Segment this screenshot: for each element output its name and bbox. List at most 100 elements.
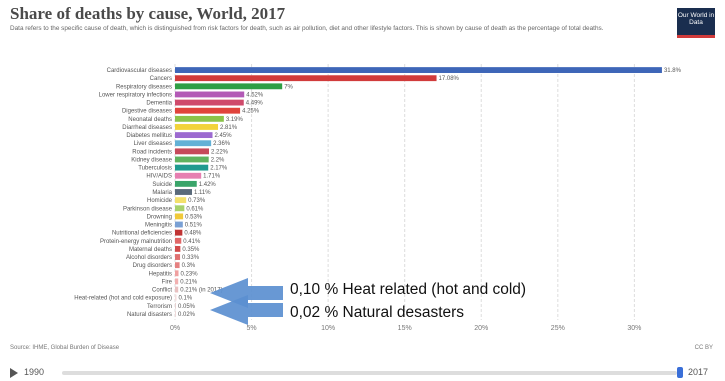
category-label: Nutritional deficiencies [112, 231, 172, 237]
category-label: Tuberculosis [138, 166, 172, 172]
x-tick-label: 20% [474, 325, 488, 332]
value-label: 4.49% [246, 101, 264, 107]
value-label: 0.53% [185, 214, 203, 220]
category-label: Fire [162, 279, 173, 285]
bar [175, 229, 183, 236]
bar [175, 115, 224, 122]
x-tick-label: 30% [627, 325, 641, 332]
value-label: 2.17% [210, 166, 228, 172]
value-label: 0.21% (in 2017) [180, 288, 222, 294]
value-label: 31.8% [664, 68, 682, 74]
value-label: 17.08% [439, 76, 460, 82]
timeline: 1990 2017 [0, 364, 725, 381]
timeline-end-year: 2017 [688, 367, 709, 377]
bar [175, 172, 202, 179]
bar [175, 132, 213, 139]
value-label: 2.2% [211, 157, 225, 163]
natural-callout: 0,02 % Natural desasters [290, 304, 465, 321]
category-label: Cardiovascular diseases [107, 68, 172, 74]
value-label: 2.45% [215, 133, 233, 139]
value-label: 0.51% [185, 223, 203, 229]
category-label: Terrorism [147, 304, 172, 310]
play-icon[interactable] [10, 368, 18, 378]
value-label: 1.11% [194, 190, 211, 196]
category-label: Hepatitis [149, 271, 172, 277]
callout-arrows [210, 278, 283, 325]
license-note[interactable]: CC BY [694, 345, 713, 351]
bar [175, 67, 662, 73]
value-label: 0.41% [183, 239, 201, 245]
category-label: Diabetes mellitus [126, 133, 172, 139]
category-label: Drowning [147, 214, 172, 220]
category-label: Cancers [150, 76, 172, 82]
timeline-start-year: 1990 [24, 367, 45, 377]
bar-chart: Cardiovascular diseases Cancers Respirator… [74, 64, 682, 332]
value-label: 0.35% [182, 247, 200, 253]
bar [175, 294, 177, 301]
heat-callout: 0,10 % Heat related (hot and cold) [290, 281, 527, 298]
x-tick-label: 10% [321, 325, 335, 332]
category-label: Digestive diseases [122, 109, 172, 115]
bar [175, 156, 209, 163]
category-label: Conflict [152, 288, 172, 294]
category-label: Protein-energy malnutrition [100, 239, 172, 245]
bar [175, 140, 212, 147]
category-label: Malaria [152, 190, 172, 196]
bar [175, 164, 209, 171]
value-labels: 31.8% 17.08% 7% 4.52% 4.49% 4.25% 3.19% 2.81% 2.… [178, 68, 682, 318]
value-label: 3.19% [226, 117, 244, 123]
category-label: Heat-related (hot and cold exposure) [74, 296, 172, 302]
value-label: 1.42% [199, 182, 217, 188]
bar [175, 262, 180, 269]
bar [175, 91, 245, 98]
category-label: Suicide [152, 182, 172, 188]
bar [175, 245, 181, 252]
bar [175, 189, 192, 195]
value-label: 0.61% [186, 206, 204, 212]
bar [175, 99, 244, 106]
bar [175, 237, 182, 244]
x-tick-label: 5% [247, 325, 257, 332]
bar [175, 213, 184, 220]
timeline-track[interactable] [62, 371, 677, 375]
value-label: 0.73% [188, 198, 206, 204]
category-label: Maternal deaths [129, 247, 172, 253]
owid-logo[interactable]: Our World in Data [677, 8, 715, 38]
bar [175, 75, 437, 82]
category-label: Road incidents [132, 149, 172, 155]
chart-title: Share of deaths by cause, World, 2017 [10, 4, 286, 23]
heat-arrow-icon [210, 278, 283, 308]
category-labels: Cardiovascular diseases Cancers Respirator… [74, 68, 172, 318]
category-label: Drug disorders [133, 263, 172, 269]
category-label: Neonatal deaths [128, 117, 172, 123]
bar [175, 302, 176, 309]
x-tick-label: 15% [398, 325, 412, 332]
category-label: Dementia [146, 101, 172, 107]
category-label: Homicide [147, 198, 173, 204]
bar [175, 254, 181, 260]
bar [175, 148, 209, 155]
category-label: Respiratory diseases [116, 84, 172, 90]
source-note[interactable]: Source: IHME, Global Burden of Disease [10, 345, 120, 351]
bar [175, 205, 185, 212]
category-label: Parkinson disease [123, 206, 173, 212]
value-label: 2.36% [213, 141, 231, 147]
value-label: 2.81% [220, 125, 238, 131]
timeline-handle[interactable] [677, 367, 683, 378]
value-label: 0.23% [181, 271, 199, 277]
category-label: Liver diseases [134, 141, 172, 147]
chart-subtitle: Data refers to the specific cause of dea… [10, 25, 604, 32]
bar [175, 221, 183, 228]
category-label: Kidney disease [131, 157, 172, 163]
bar [175, 180, 197, 187]
value-label: 7% [284, 84, 293, 90]
bars [175, 67, 662, 317]
bar [175, 278, 179, 285]
category-label: Diarrheal diseases [122, 125, 172, 131]
value-label: 0.21% [180, 279, 198, 285]
bar [175, 107, 241, 114]
bar [175, 270, 179, 277]
category-label: Lower respiratory infections [99, 92, 172, 98]
x-tick-label: 0% [170, 325, 180, 332]
bar [175, 197, 187, 204]
